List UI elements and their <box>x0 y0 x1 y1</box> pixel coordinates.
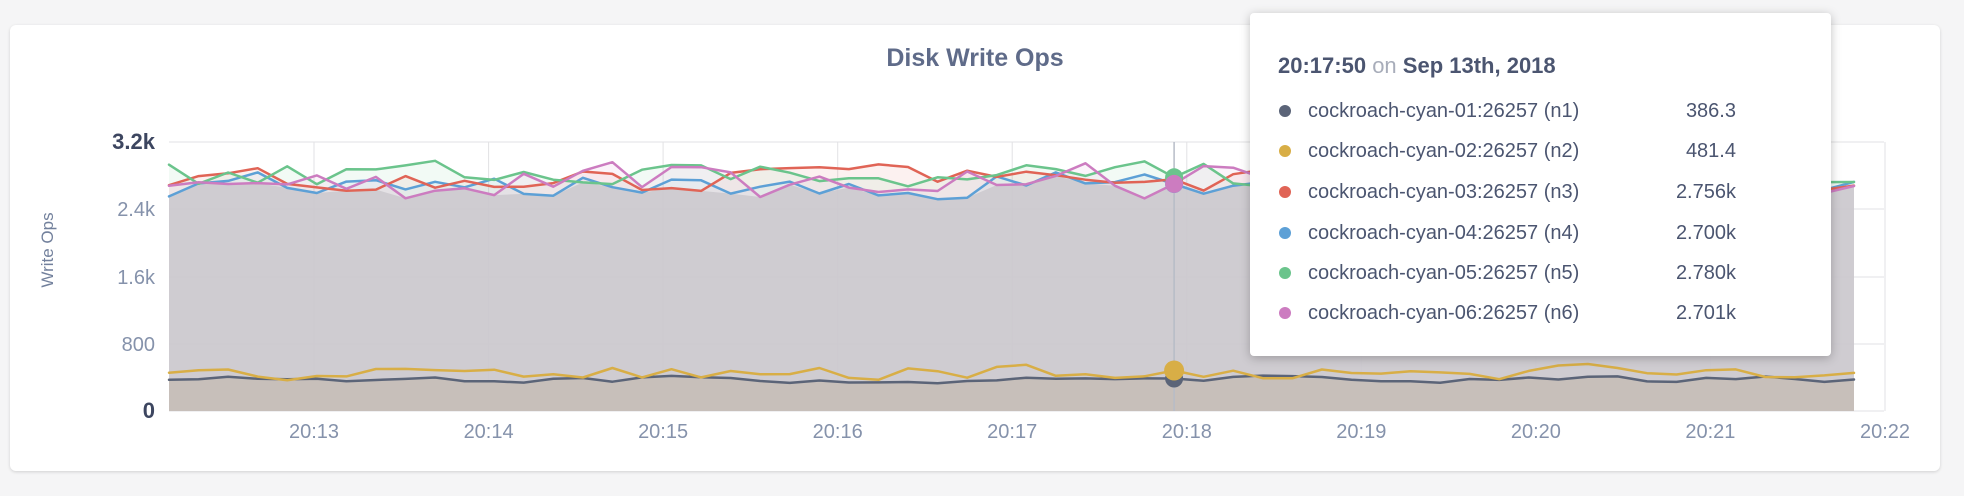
svg-text:1.6k: 1.6k <box>117 267 156 289</box>
svg-text:20:20: 20:20 <box>1511 421 1561 443</box>
svg-text:20:16: 20:16 <box>813 421 863 443</box>
svg-text:20:15: 20:15 <box>638 421 688 443</box>
svg-text:20:19: 20:19 <box>1336 421 1386 443</box>
svg-text:0: 0 <box>143 398 155 423</box>
svg-text:3.2k: 3.2k <box>112 129 156 154</box>
svg-text:20:17: 20:17 <box>987 421 1037 443</box>
svg-text:2.4k: 2.4k <box>117 199 156 221</box>
svg-text:20:21: 20:21 <box>1685 421 1735 443</box>
svg-text:20:18: 20:18 <box>1162 421 1212 443</box>
svg-text:800: 800 <box>122 334 155 356</box>
svg-text:20:13: 20:13 <box>289 421 339 443</box>
svg-text:20:14: 20:14 <box>464 421 514 443</box>
svg-text:20:22: 20:22 <box>1860 421 1910 443</box>
